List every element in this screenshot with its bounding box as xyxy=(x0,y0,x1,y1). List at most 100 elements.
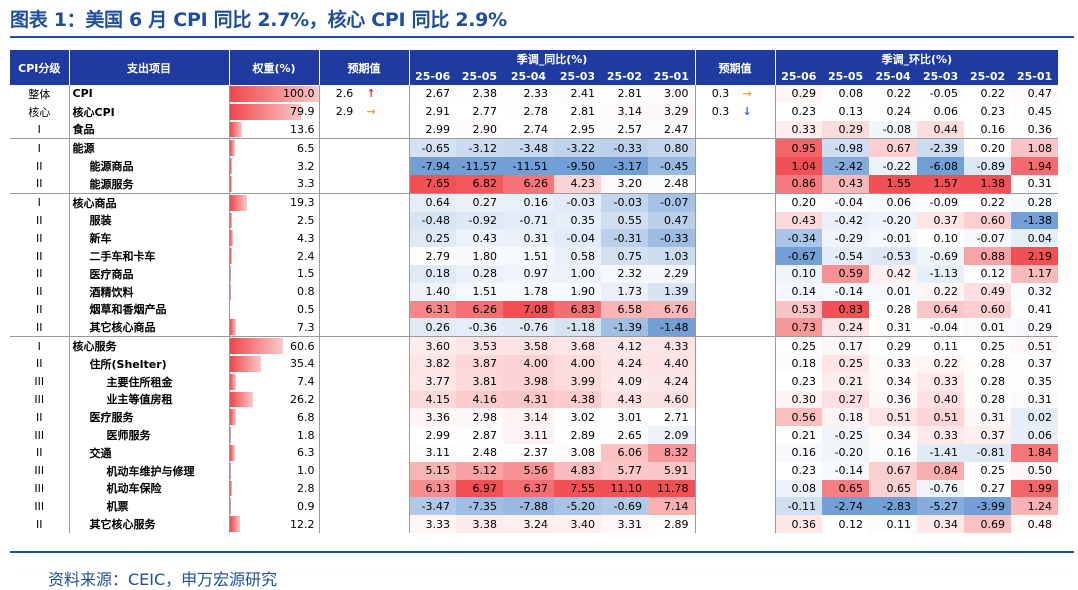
mom-value-cell: 2.19 xyxy=(1011,247,1058,265)
mom-value-cell: 0.27 xyxy=(822,391,869,409)
mom-value-cell: 0.16 xyxy=(964,121,1011,139)
mom-value-cell: 0.64 xyxy=(917,301,964,319)
weight-bar xyxy=(230,409,236,425)
yoy-value-cell: 7.14 xyxy=(648,497,695,515)
mom-value-cell: 0.37 xyxy=(1011,355,1058,373)
item-name-cell: 核心CPI xyxy=(69,103,229,121)
mom-value-cell: -0.14 xyxy=(822,462,869,480)
forecast-mom-cell xyxy=(695,283,775,301)
forecast-yoy-cell xyxy=(319,318,409,336)
yoy-value-cell: 2.90 xyxy=(456,121,503,139)
yoy-value-cell: 0.18 xyxy=(409,265,456,283)
item-name-cell: 核心服务 xyxy=(69,337,229,355)
yoy-value-cell: -1.18 xyxy=(554,318,601,336)
forecast-yoy-cell xyxy=(319,247,409,265)
yoy-value-cell: -0.04 xyxy=(554,229,601,247)
forecast-yoy-cell xyxy=(319,229,409,247)
weight-bar xyxy=(230,498,231,514)
item-name-cell: 烟草和香烟产品 xyxy=(69,301,229,319)
weight-value: 19.3 xyxy=(290,196,315,209)
forecast-mom-cell xyxy=(695,426,775,444)
yoy-value-cell: -3.48 xyxy=(503,139,554,157)
mom-value-cell: 0.24 xyxy=(822,318,869,336)
mom-value-cell: -3.99 xyxy=(964,497,1011,515)
trend-arrow-icon: ↑ xyxy=(367,87,376,100)
yoy-value-cell: 7.65 xyxy=(409,175,456,193)
yoy-value-cell: -3.22 xyxy=(554,139,601,157)
mom-value-cell: -0.81 xyxy=(964,444,1011,462)
weight-cell: 26.2 xyxy=(229,391,319,409)
mom-value-cell: 0.04 xyxy=(1011,229,1058,247)
yoy-value-cell: 2.41 xyxy=(554,85,601,103)
mom-value-cell: 0.27 xyxy=(964,480,1011,498)
mom-value-cell: -0.29 xyxy=(822,229,869,247)
mom-value-cell: 0.29 xyxy=(775,85,822,103)
forecast-yoy-cell: 2.9→ xyxy=(319,103,409,121)
weight-value: 2.8 xyxy=(297,482,315,495)
yoy-value-cell: -0.33 xyxy=(648,229,695,247)
yoy-value-cell: 7.08 xyxy=(503,301,554,319)
mom-value-cell: 1.24 xyxy=(1011,497,1058,515)
weight-value: 6.3 xyxy=(297,446,315,459)
yoy-value-cell: 0.31 xyxy=(503,229,554,247)
mom-value-cell: -0.22 xyxy=(869,157,917,175)
forecast-yoy-cell xyxy=(319,139,409,157)
forecast-yoy-cell xyxy=(319,480,409,498)
item-name-cell: 服装 xyxy=(69,212,229,230)
weight-cell: 79.9 xyxy=(229,103,319,121)
yoy-value-cell: 0.47 xyxy=(648,212,695,230)
mom-value-cell: 0.48 xyxy=(1011,515,1058,533)
yoy-value-cell: 5.91 xyxy=(648,462,695,480)
cpi-level-cell: III xyxy=(10,426,69,444)
weight-cell: 13.6 xyxy=(229,121,319,139)
weight-value: 2.5 xyxy=(297,214,315,227)
yoy-value-cell: 3.68 xyxy=(554,337,601,355)
mom-value-cell: 0.34 xyxy=(917,515,964,533)
yoy-value-cell: 2.99 xyxy=(409,121,456,139)
weight-cell: 7.3 xyxy=(229,318,319,336)
yoy-value-cell: 2.98 xyxy=(456,408,503,426)
yoy-value-cell: 5.56 xyxy=(503,462,554,480)
forecast-value: 2.6 xyxy=(323,87,367,100)
yoy-value-cell: 3.81 xyxy=(456,373,503,391)
mom-value-cell: 0.16 xyxy=(869,444,917,462)
yoy-value-cell: 4.00 xyxy=(503,355,554,373)
mom-value-cell: -0.42 xyxy=(822,212,869,230)
forecast-yoy-cell xyxy=(319,157,409,175)
header-mom-month: 25-01 xyxy=(1011,68,1058,86)
yoy-value-cell: -3.47 xyxy=(409,497,456,515)
weight-value: 6.5 xyxy=(297,142,315,155)
mom-value-cell: -1.41 xyxy=(917,444,964,462)
cpi-level-cell: II xyxy=(10,515,69,533)
yoy-value-cell: 3.58 xyxy=(503,337,554,355)
forecast-mom-cell xyxy=(695,247,775,265)
yoy-value-cell: 0.80 xyxy=(648,139,695,157)
header-yoy-month: 25-01 xyxy=(648,68,695,86)
yoy-value-cell: 1.03 xyxy=(648,247,695,265)
yoy-value-cell: 3.29 xyxy=(648,103,695,121)
yoy-value-cell: 0.25 xyxy=(409,229,456,247)
yoy-value-cell: 1.39 xyxy=(648,283,695,301)
yoy-value-cell: 2.67 xyxy=(409,85,456,103)
weight-cell: 4.3 xyxy=(229,229,319,247)
forecast-yoy-cell xyxy=(319,265,409,283)
yoy-value-cell: 0.28 xyxy=(456,265,503,283)
yoy-value-cell: 4.24 xyxy=(648,373,695,391)
mom-value-cell: -0.20 xyxy=(869,212,917,230)
header-mom-month: 25-05 xyxy=(822,68,869,86)
mom-value-cell: 0.33 xyxy=(869,355,917,373)
yoy-value-cell: 3.01 xyxy=(601,408,648,426)
yoy-value-cell: 6.06 xyxy=(601,444,648,462)
title-divider xyxy=(10,36,1074,38)
forecast-mom-cell xyxy=(695,337,775,355)
item-name-cell: 二手车和卡车 xyxy=(69,247,229,265)
forecast-mom-cell xyxy=(695,265,775,283)
mom-value-cell: 0.73 xyxy=(775,318,822,336)
